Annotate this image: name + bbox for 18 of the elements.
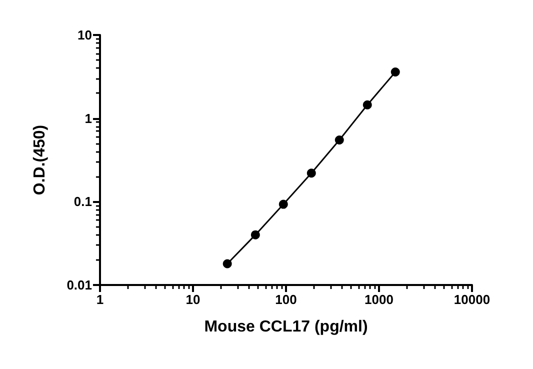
x-tick-label: 10000 xyxy=(454,292,490,307)
x-tick-label: 1 xyxy=(96,292,104,307)
point xyxy=(390,67,400,76)
y-tick-label: 1 xyxy=(84,110,92,126)
x-tick-label: 1000 xyxy=(364,292,394,307)
point xyxy=(334,135,344,144)
x-axis-title: Mouse CCL17 (pg/ml) xyxy=(204,318,368,336)
point xyxy=(278,200,288,209)
x-tick-label: 10 xyxy=(186,292,200,307)
point xyxy=(250,230,260,240)
y-tick-label: 0.01 xyxy=(66,278,92,292)
y-axis-title: O.D.(450) xyxy=(32,124,48,196)
point xyxy=(362,100,372,110)
point xyxy=(306,168,316,178)
y-tick-label: 0.1 xyxy=(74,194,92,210)
x-tick-label: 100 xyxy=(275,292,297,307)
y-tick-label: 10 xyxy=(78,28,92,42)
point xyxy=(222,259,232,268)
